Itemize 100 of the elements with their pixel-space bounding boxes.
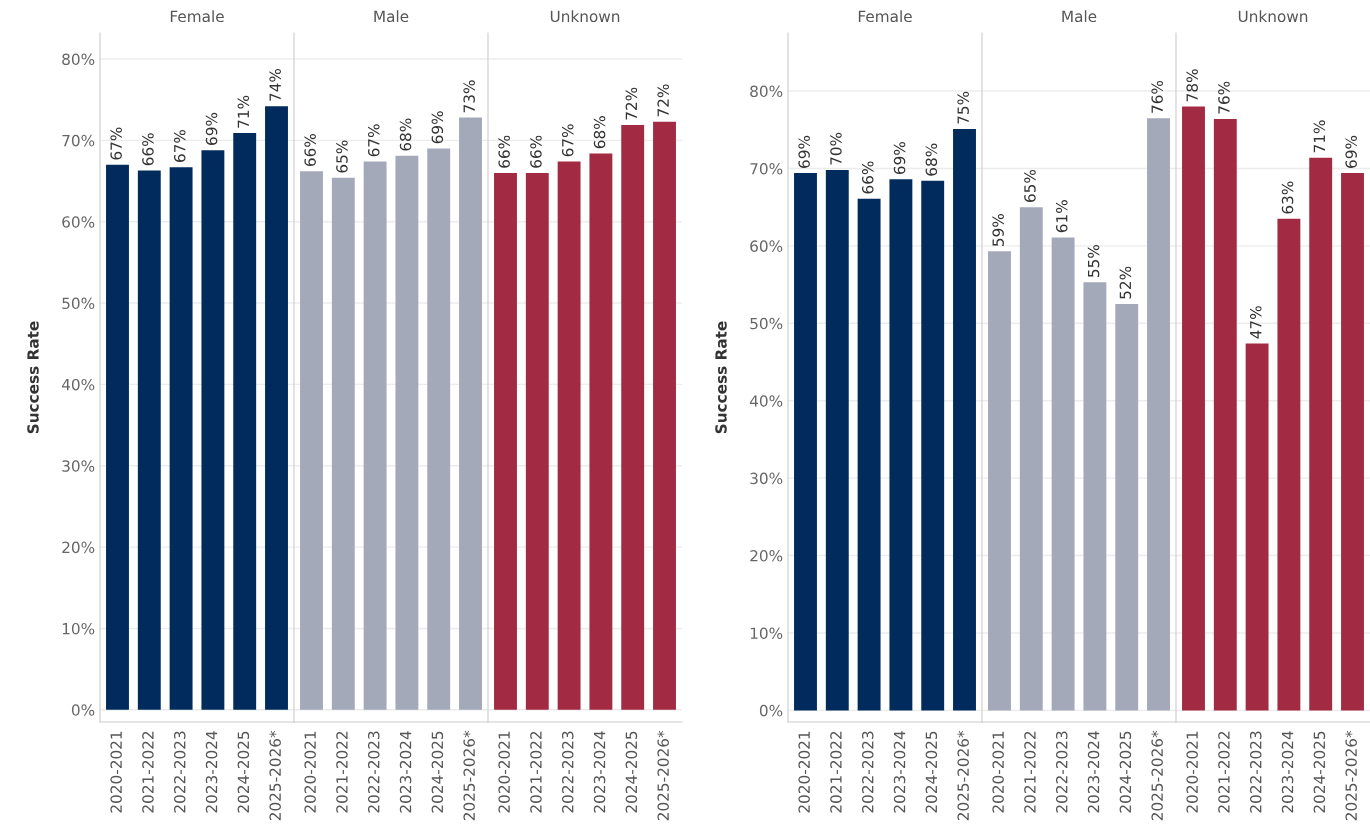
- bar: [1051, 237, 1075, 711]
- chart-title: Unknown: [550, 10, 620, 23]
- data-label: 47%: [1249, 306, 1262, 339]
- data-label: 55%: [1087, 245, 1100, 277]
- bar: [1019, 207, 1043, 711]
- bar: [557, 161, 581, 710]
- y-axis-title: Success Rate: [27, 321, 39, 434]
- y-tick-label: 80%: [750, 85, 783, 98]
- x-tick-label: 2022-2023: [1249, 731, 1262, 813]
- data-label: 68%: [925, 143, 938, 176]
- bar: [169, 167, 193, 710]
- data-label: 67%: [173, 129, 186, 162]
- y-tick-label: 50%: [750, 317, 783, 330]
- data-label: 66%: [498, 135, 510, 168]
- data-label: 75%: [957, 91, 969, 124]
- x-tick-label: 2024-2025: [1313, 731, 1326, 813]
- x-tick-label: 2021-2022: [830, 731, 842, 813]
- y-tick-label: 0%: [759, 704, 783, 717]
- x-tick-label: 2025-2026*: [1151, 730, 1163, 821]
- x-tick-label: 2023-2024: [893, 731, 906, 813]
- x-tick-label: 2023-2024: [399, 731, 412, 813]
- x-tick-label: 2023-2024: [1087, 731, 1100, 813]
- y-tick-label: 40%: [61, 378, 95, 391]
- data-label: 66%: [142, 133, 154, 166]
- chart-title: Unknown: [1238, 10, 1308, 23]
- chart-title: Male: [374, 10, 409, 23]
- bar: [265, 106, 288, 710]
- bar: [621, 124, 645, 710]
- x-tick-label: 2022-2023: [1055, 731, 1068, 813]
- data-label: 67%: [110, 127, 122, 160]
- data-label: 67%: [561, 124, 574, 157]
- data-label: 68%: [593, 116, 606, 149]
- data-label: 66%: [530, 135, 542, 168]
- data-label: 73%: [463, 80, 475, 113]
- bar: [1115, 303, 1139, 711]
- x-tick-label: 2021-2022: [1024, 731, 1036, 813]
- data-label: 70%: [830, 132, 842, 165]
- y-tick-label: 40%: [749, 395, 783, 407]
- bar: [459, 117, 482, 710]
- x-tick-label: 2020-2021: [992, 731, 1004, 813]
- x-tick-label: 2020-2021: [110, 731, 122, 813]
- x-tick-label: 2025-2026*: [1345, 730, 1357, 821]
- x-tick-label: 2022-2023: [861, 731, 874, 813]
- x-tick-label: 2024-2025: [1119, 731, 1132, 813]
- data-label: 69%: [798, 135, 810, 168]
- data-label: 69%: [205, 112, 218, 145]
- data-label: 67%: [367, 124, 380, 157]
- bar: [137, 170, 161, 710]
- bar: [106, 164, 129, 710]
- x-tick-label: 2024-2025: [925, 731, 938, 813]
- bar: [427, 148, 451, 710]
- y-tick-label: 10%: [750, 627, 783, 639]
- data-label: 76%: [1218, 81, 1230, 114]
- bar: [589, 153, 613, 710]
- data-label: 71%: [237, 95, 250, 128]
- bar: [300, 171, 323, 710]
- data-label: 66%: [861, 161, 874, 194]
- x-tick-label: 2022-2023: [173, 731, 186, 813]
- bar: [494, 172, 517, 710]
- data-label: 69%: [1345, 135, 1357, 168]
- data-label: 61%: [1055, 200, 1068, 233]
- bar: [331, 177, 355, 710]
- data-label: 74%: [269, 68, 281, 101]
- x-tick-label: 2025-2026*: [269, 730, 281, 821]
- data-label: 66%: [304, 134, 316, 167]
- y-tick-label: 50%: [62, 297, 95, 310]
- x-tick-label: 2025-2026*: [657, 730, 669, 821]
- bar: [363, 161, 387, 710]
- y-tick-label: 20%: [62, 541, 95, 554]
- bar: [653, 121, 676, 710]
- x-tick-label: 2022-2023: [367, 731, 380, 813]
- bar: [1341, 173, 1364, 711]
- data-label: 59%: [992, 214, 1004, 246]
- data-label: 65%: [336, 140, 348, 173]
- x-tick-label: 2025-2026*: [957, 730, 969, 821]
- x-tick-label: 2022-2023: [561, 731, 574, 813]
- x-tick-label: 2021-2022: [1218, 731, 1230, 813]
- y-tick-label: 80%: [62, 53, 95, 66]
- x-tick-label: 2020-2021: [798, 731, 810, 813]
- x-tick-label: 2025-2026*: [463, 730, 475, 821]
- bar: [1083, 282, 1107, 711]
- data-label: 69%: [431, 111, 444, 144]
- bar: [1182, 106, 1205, 711]
- data-label: 65%: [1024, 169, 1036, 202]
- chart-title: Male: [1062, 10, 1097, 23]
- x-tick-label: 2023-2024: [593, 731, 606, 813]
- data-label: 72%: [625, 87, 638, 120]
- chart-title: Female: [170, 10, 224, 23]
- x-tick-label: 2021-2022: [336, 731, 348, 813]
- data-label: 63%: [1281, 181, 1294, 214]
- y-axis-title: Success Rate: [715, 321, 727, 434]
- y-tick-label: 30%: [62, 460, 95, 472]
- bar: [1147, 118, 1170, 711]
- bar: [1245, 343, 1269, 711]
- x-tick-label: 2020-2021: [498, 731, 510, 813]
- y-tick-label: 30%: [750, 472, 783, 485]
- x-tick-label: 2023-2024: [205, 731, 218, 813]
- bar: [988, 251, 1011, 711]
- x-tick-label: 2021-2022: [142, 731, 154, 813]
- data-label: 71%: [1313, 120, 1326, 153]
